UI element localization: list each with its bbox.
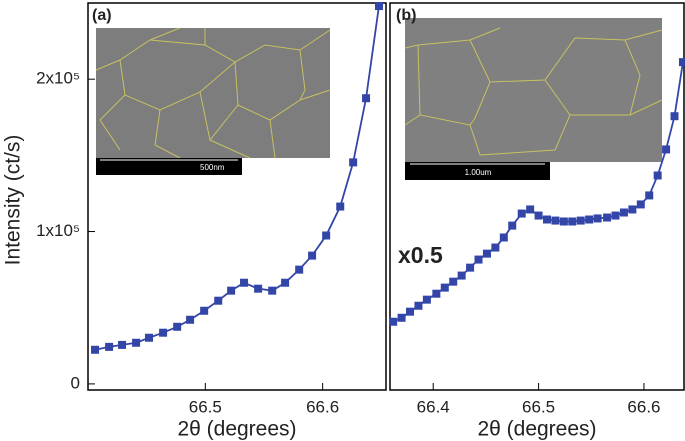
panel-label: (a) <box>92 7 112 24</box>
x-axis-title: 2θ (degrees) <box>177 418 296 441</box>
data-point <box>482 249 491 258</box>
data-point <box>322 231 331 240</box>
data-point <box>551 216 560 225</box>
data-point <box>173 322 182 331</box>
x-tick-label: 66.5 <box>522 397 555 416</box>
x-tick-label: 66.5 <box>189 397 222 416</box>
data-line <box>94 5 380 351</box>
data-point <box>593 214 602 223</box>
data-point <box>619 208 628 217</box>
data-point <box>186 315 195 324</box>
data-point <box>559 217 568 226</box>
panel-label: (b) <box>396 7 416 24</box>
data-point <box>678 58 685 67</box>
data-point <box>662 145 671 154</box>
data-point <box>336 202 345 211</box>
data-point <box>406 307 415 316</box>
data-point <box>349 158 358 167</box>
data-point <box>670 112 679 121</box>
inset-scale: 1.00um <box>465 168 492 177</box>
data-point <box>214 296 223 305</box>
data-point <box>227 286 236 295</box>
plot-frame <box>389 2 685 391</box>
data-point <box>449 277 458 286</box>
data-point <box>628 205 637 214</box>
data-point <box>499 233 508 242</box>
data-point <box>362 94 371 103</box>
x-axis-title: 2θ (degrees) <box>477 418 596 441</box>
plot-frame <box>87 2 387 391</box>
data-point <box>254 284 263 293</box>
data-point <box>534 211 543 220</box>
data-point <box>389 317 398 326</box>
data-point <box>200 306 209 315</box>
data-point <box>105 342 114 351</box>
data-point <box>474 255 483 264</box>
data-point <box>240 278 249 287</box>
data-point <box>132 338 141 347</box>
y-tick-label: 1x10⁵ <box>36 221 80 240</box>
x-tick-label: 66.6 <box>306 397 339 416</box>
data-point <box>636 200 645 209</box>
annotation: x0.5 <box>398 242 443 268</box>
inset-image-b: 1.00um <box>404 18 663 180</box>
y-tick-label: 2x10⁵ <box>36 69 80 88</box>
data-point <box>414 301 423 310</box>
data-point <box>295 265 304 274</box>
data-point <box>466 263 475 272</box>
data-point <box>440 283 449 292</box>
y-axis-title: Intensity (ct/s) <box>2 135 25 266</box>
data-point <box>603 213 612 222</box>
data-point <box>568 217 577 226</box>
data-point <box>422 295 431 304</box>
data-point <box>611 211 620 220</box>
data-point <box>645 191 654 200</box>
data-point <box>508 221 517 230</box>
y-tick-label: 0 <box>71 373 80 392</box>
data-point <box>374 2 383 11</box>
x-tick-label: 66.6 <box>627 397 660 416</box>
x-tick-label: 66.4 <box>417 397 450 416</box>
data-point <box>397 313 406 322</box>
data-point <box>268 286 277 295</box>
data-point <box>576 216 585 225</box>
inset-scale: 500nm <box>200 163 225 172</box>
data-point <box>159 328 168 337</box>
data-point <box>491 243 500 252</box>
data-point <box>457 271 466 280</box>
data-point <box>281 278 290 287</box>
data-point <box>517 209 526 218</box>
data-point <box>585 215 594 224</box>
inset-image-a: 500nm <box>95 27 331 175</box>
data-point <box>308 251 317 260</box>
data-point <box>91 345 100 354</box>
data-point <box>145 333 154 342</box>
data-point <box>543 215 552 224</box>
data-point <box>118 340 127 349</box>
data-point <box>526 205 535 214</box>
data-point <box>653 171 662 180</box>
data-point <box>432 289 441 298</box>
